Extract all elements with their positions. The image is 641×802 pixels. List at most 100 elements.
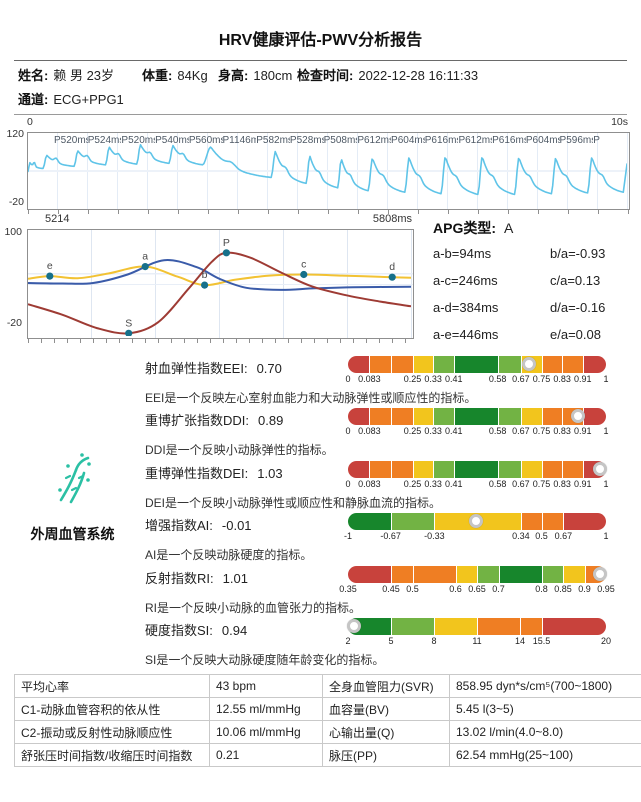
gauge-description: DEI是一个反映小动脉弹性或顺应性和静脉血流的指标。 xyxy=(145,495,442,510)
gauge-segment xyxy=(497,356,522,373)
table-cell: 13.02 l/min(4.0~8.0) xyxy=(449,720,641,744)
gauge-tick-label: 1 xyxy=(603,478,609,489)
apg-point-c xyxy=(300,270,308,279)
ppg-x-start: 0 xyxy=(27,116,33,128)
gauge-tick-label: 1 xyxy=(603,426,609,437)
gauge-tick-row: 2 5 8 11 14 15.5 20 xyxy=(345,635,611,647)
beat-interval-label: P520ms xyxy=(121,135,156,146)
gauge-segment xyxy=(369,356,392,373)
apg-metric-ratio: c/a=0.13 xyxy=(550,273,601,288)
beat-interval-label: P604ms xyxy=(525,135,560,146)
gauge-segment xyxy=(348,565,391,583)
gauge-segment xyxy=(453,408,499,426)
gauge-tick-label: 0.58 xyxy=(488,426,507,437)
channel: 通道: ECG+PPG1 xyxy=(18,90,124,110)
apg-point-label: a xyxy=(142,251,148,263)
channel-label: 通道: xyxy=(18,92,49,107)
gauge-tick-label: 0.83 xyxy=(553,374,571,384)
gauge-tick-label: 0.25 xyxy=(403,374,422,384)
gauge-tick-label: 1 xyxy=(603,531,609,542)
gauge-value: 0.89 xyxy=(258,413,284,429)
gauge-segment xyxy=(541,356,564,373)
gauge-tick-label: 0.85 xyxy=(554,583,572,594)
gauge-row-eei: 射血弹性指数EEI: 0.70 0 0.083 0.25 0.33 0.41 0.58 0.67… xyxy=(0,355,641,407)
ppg-waveform-chart: P520msP524msP520msP540msP560msP1146msP58… xyxy=(27,132,630,214)
gauge-description: SI是一个反映大动脉硬度随年龄变化的指标。 xyxy=(145,652,385,667)
apg-chart-header: 5214 5808ms xyxy=(27,213,412,226)
gauge-tick-label: 0.35 xyxy=(339,583,357,594)
gauge-tick-label: 0.67 xyxy=(554,531,573,542)
gauge-tick-row: 0 0.083 0.25 0.33 0.41 0.58 0.67 0.75 0.83 0.91 1 xyxy=(345,426,609,437)
gauge-tick-label: 5 xyxy=(388,635,394,646)
table-row: C2-振动或反射性动脉顺应性 10.06 ml/mmHg 心输出量(Q) 13.02 … xyxy=(14,720,641,744)
gauge-row-ri: 反射指数RI: 1.01 0.35 0.45 0.5 0.6 0.65 0.7 0.8 0.85 0… xyxy=(0,565,641,617)
table-cell: 全身血管阻力(SVR) xyxy=(322,674,450,698)
table-cell: 12.55 ml/mmHg xyxy=(209,697,323,721)
table-cell: C2-振动或反射性动脉顺应性 xyxy=(14,720,210,744)
gauge-tick-label: 8 xyxy=(431,635,437,646)
gauge-tick-label: 0.8 xyxy=(535,583,548,594)
gauge-tick-label: 0.33 xyxy=(424,478,442,489)
gauge-tick-label: 0.91 xyxy=(574,374,592,384)
height-label: 身高: xyxy=(218,68,249,83)
gauge-segment xyxy=(348,408,370,426)
gauge-segment xyxy=(497,460,522,478)
ppg-y-max: 120 xyxy=(6,128,24,140)
gauge-description: EEI是一个反映左心室射血能力和大动脉弹性或顺应性的指标。 xyxy=(145,391,477,405)
ppg-wave xyxy=(28,251,411,335)
gauge-bar xyxy=(348,565,606,583)
gauge-segment xyxy=(390,356,414,373)
beat-interval-label: P612ms xyxy=(357,135,392,146)
apg-point-b xyxy=(201,281,209,289)
gauge-segment xyxy=(563,565,586,583)
gauge-tick-label: 0.33 xyxy=(424,426,442,437)
gauge-segment xyxy=(348,460,370,478)
beat-interval-label: P520ms xyxy=(54,135,88,146)
apg-type-value: A xyxy=(504,220,514,236)
table-cell: 舒张压时间指数/收缩压时间指数 xyxy=(14,743,210,767)
beat-interval-label: P508ms xyxy=(323,135,358,146)
beat-interval-label: P596ms xyxy=(559,135,594,146)
apg-metric-ratio: e/a=0.08 xyxy=(550,327,601,342)
table-cell: 心输出量(Q) xyxy=(322,720,450,744)
gauge-tick-label: 0.41 xyxy=(445,478,463,489)
gauge-segment xyxy=(433,408,455,426)
gauge-segment xyxy=(541,513,565,531)
table-cell: 血容量(BV) xyxy=(322,697,450,721)
gauge-value: -0.01 xyxy=(221,518,252,534)
gauge-description: AI是一个反映动脉硬度的指标。 xyxy=(145,548,313,563)
gauge-row-si: 硬度指数SI: 0.94 2 5 8 11 14 15.5 20 SI是一个反映大动脉硬度随年龄变… xyxy=(0,617,641,669)
patient-name: 姓名: 赖 男 23岁 xyxy=(18,66,114,86)
gauge-tick-label: 0.58 xyxy=(488,374,507,384)
apg-point-S xyxy=(125,329,133,336)
ppg-time-scale: 0 10s xyxy=(27,116,628,129)
gauge-tick-label: 0.5 xyxy=(535,531,548,542)
gauge-bar xyxy=(348,408,606,426)
gauge-tick-label: 0.67 xyxy=(512,478,530,489)
beat-interval-label: P604ms xyxy=(391,135,425,146)
gauge-segment xyxy=(562,460,584,478)
divider-info xyxy=(14,114,627,115)
weight-label: 体重: xyxy=(142,68,173,83)
table-cell: 62.54 mmHg(25~100) xyxy=(449,743,641,767)
apg-metric-interval: a-c=246ms xyxy=(433,273,498,288)
gauge-segment xyxy=(348,356,370,373)
beat-interval-label: P582ms xyxy=(256,135,290,146)
gauge-description: DDI是一个反映小动脉弹性的指标。 xyxy=(145,443,334,458)
gauge-bar xyxy=(348,356,606,373)
gauge-segment xyxy=(520,513,543,531)
apg-type-row: APG类型: A xyxy=(433,218,513,238)
gauge-segment xyxy=(390,460,414,478)
gauge-segment xyxy=(520,617,543,635)
gauge-segment xyxy=(390,408,414,426)
gauge-segment xyxy=(412,408,435,426)
gauge-value: 0.70 xyxy=(256,361,282,376)
gauge-tick-label: 0.7 xyxy=(492,583,505,594)
ppg-waveform xyxy=(28,144,627,196)
gauge-segment xyxy=(348,513,391,531)
gauge-tick-label: -0.67 xyxy=(380,531,401,542)
table-row: C1-动脉血管容积的依从性 12.55 ml/mmHg 血容量(BV) 5.45 l(… xyxy=(14,697,641,721)
gauge-tick-label: 11 xyxy=(472,635,482,646)
time-label: 检查时间: xyxy=(297,68,354,83)
gauge-segment xyxy=(541,565,564,583)
